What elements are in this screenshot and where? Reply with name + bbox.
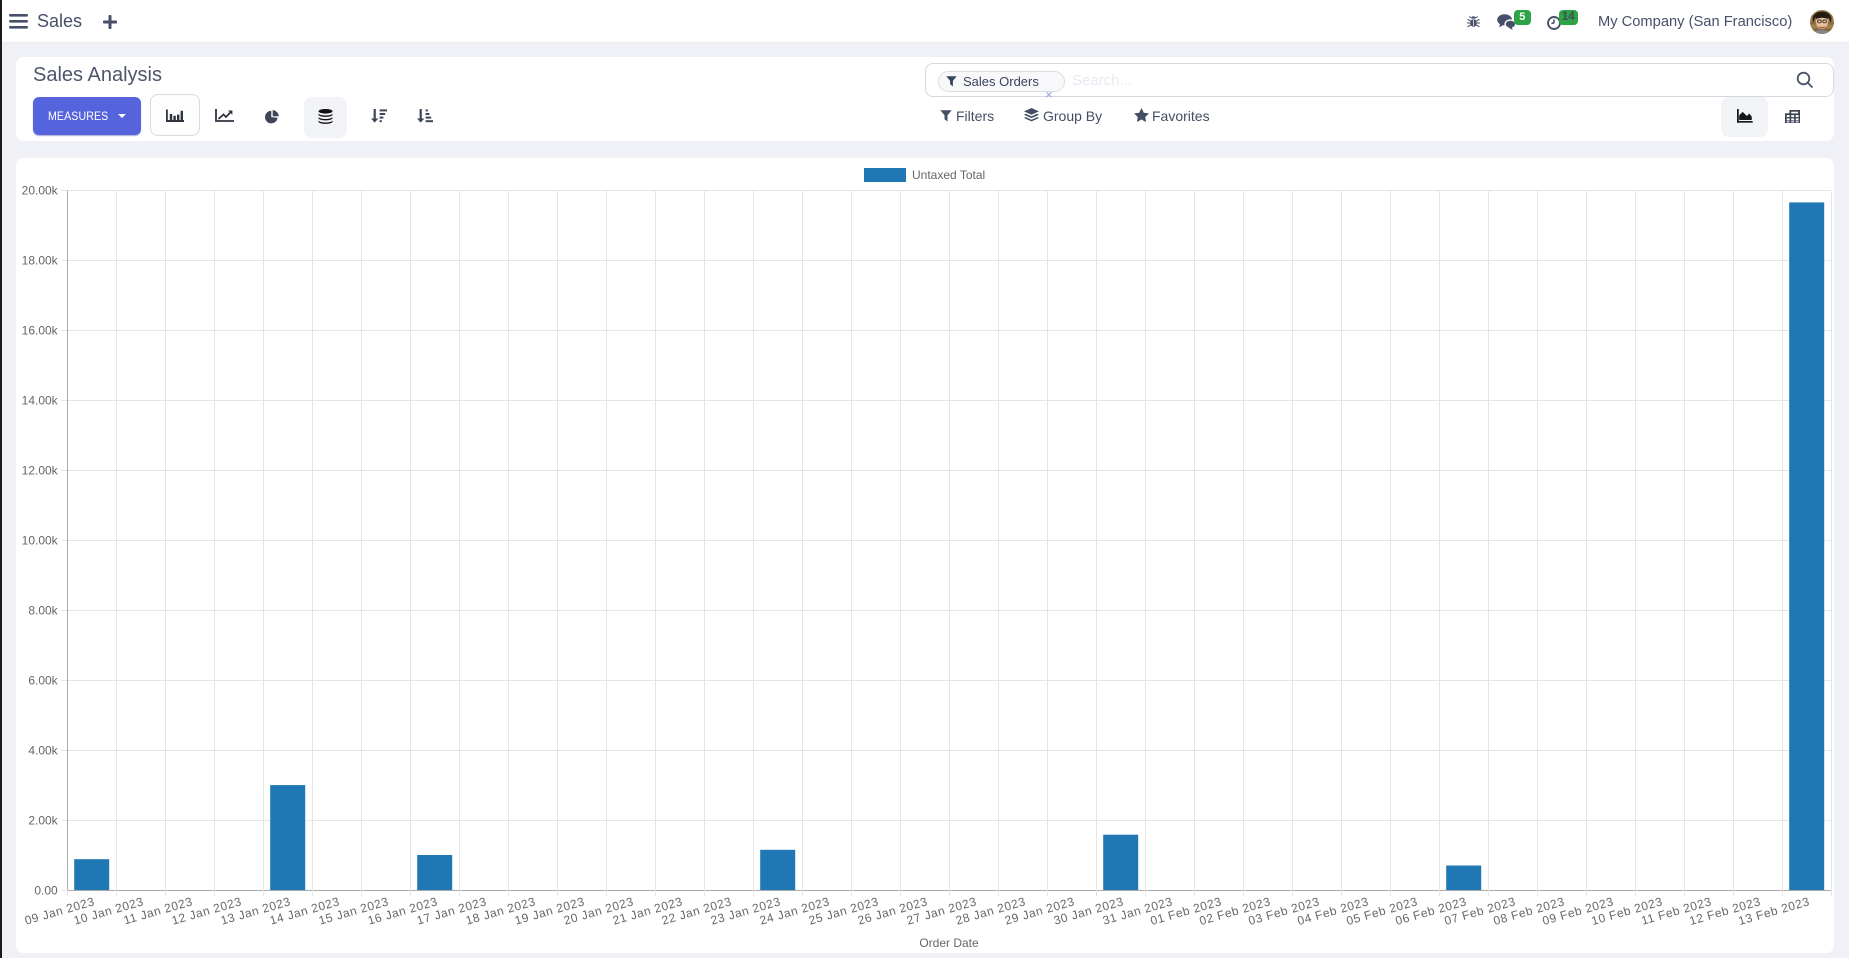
svg-text:6.00k: 6.00k <box>28 674 58 688</box>
svg-text:8.00k: 8.00k <box>28 604 58 618</box>
svg-text:4.00k: 4.00k <box>28 744 58 758</box>
svg-text:Order Date: Order Date <box>919 936 979 950</box>
svg-text:2.00k: 2.00k <box>28 814 58 828</box>
svg-text:Untaxed Total: Untaxed Total <box>912 168 985 182</box>
svg-text:20.00k: 20.00k <box>22 184 59 198</box>
svg-text:0.00: 0.00 <box>34 884 58 898</box>
svg-text:14.00k: 14.00k <box>22 394 59 408</box>
svg-text:10.00k: 10.00k <box>22 534 59 548</box>
svg-text:18.00k: 18.00k <box>22 254 59 268</box>
svg-text:12.00k: 12.00k <box>22 464 59 478</box>
svg-text:16.00k: 16.00k <box>22 324 59 338</box>
